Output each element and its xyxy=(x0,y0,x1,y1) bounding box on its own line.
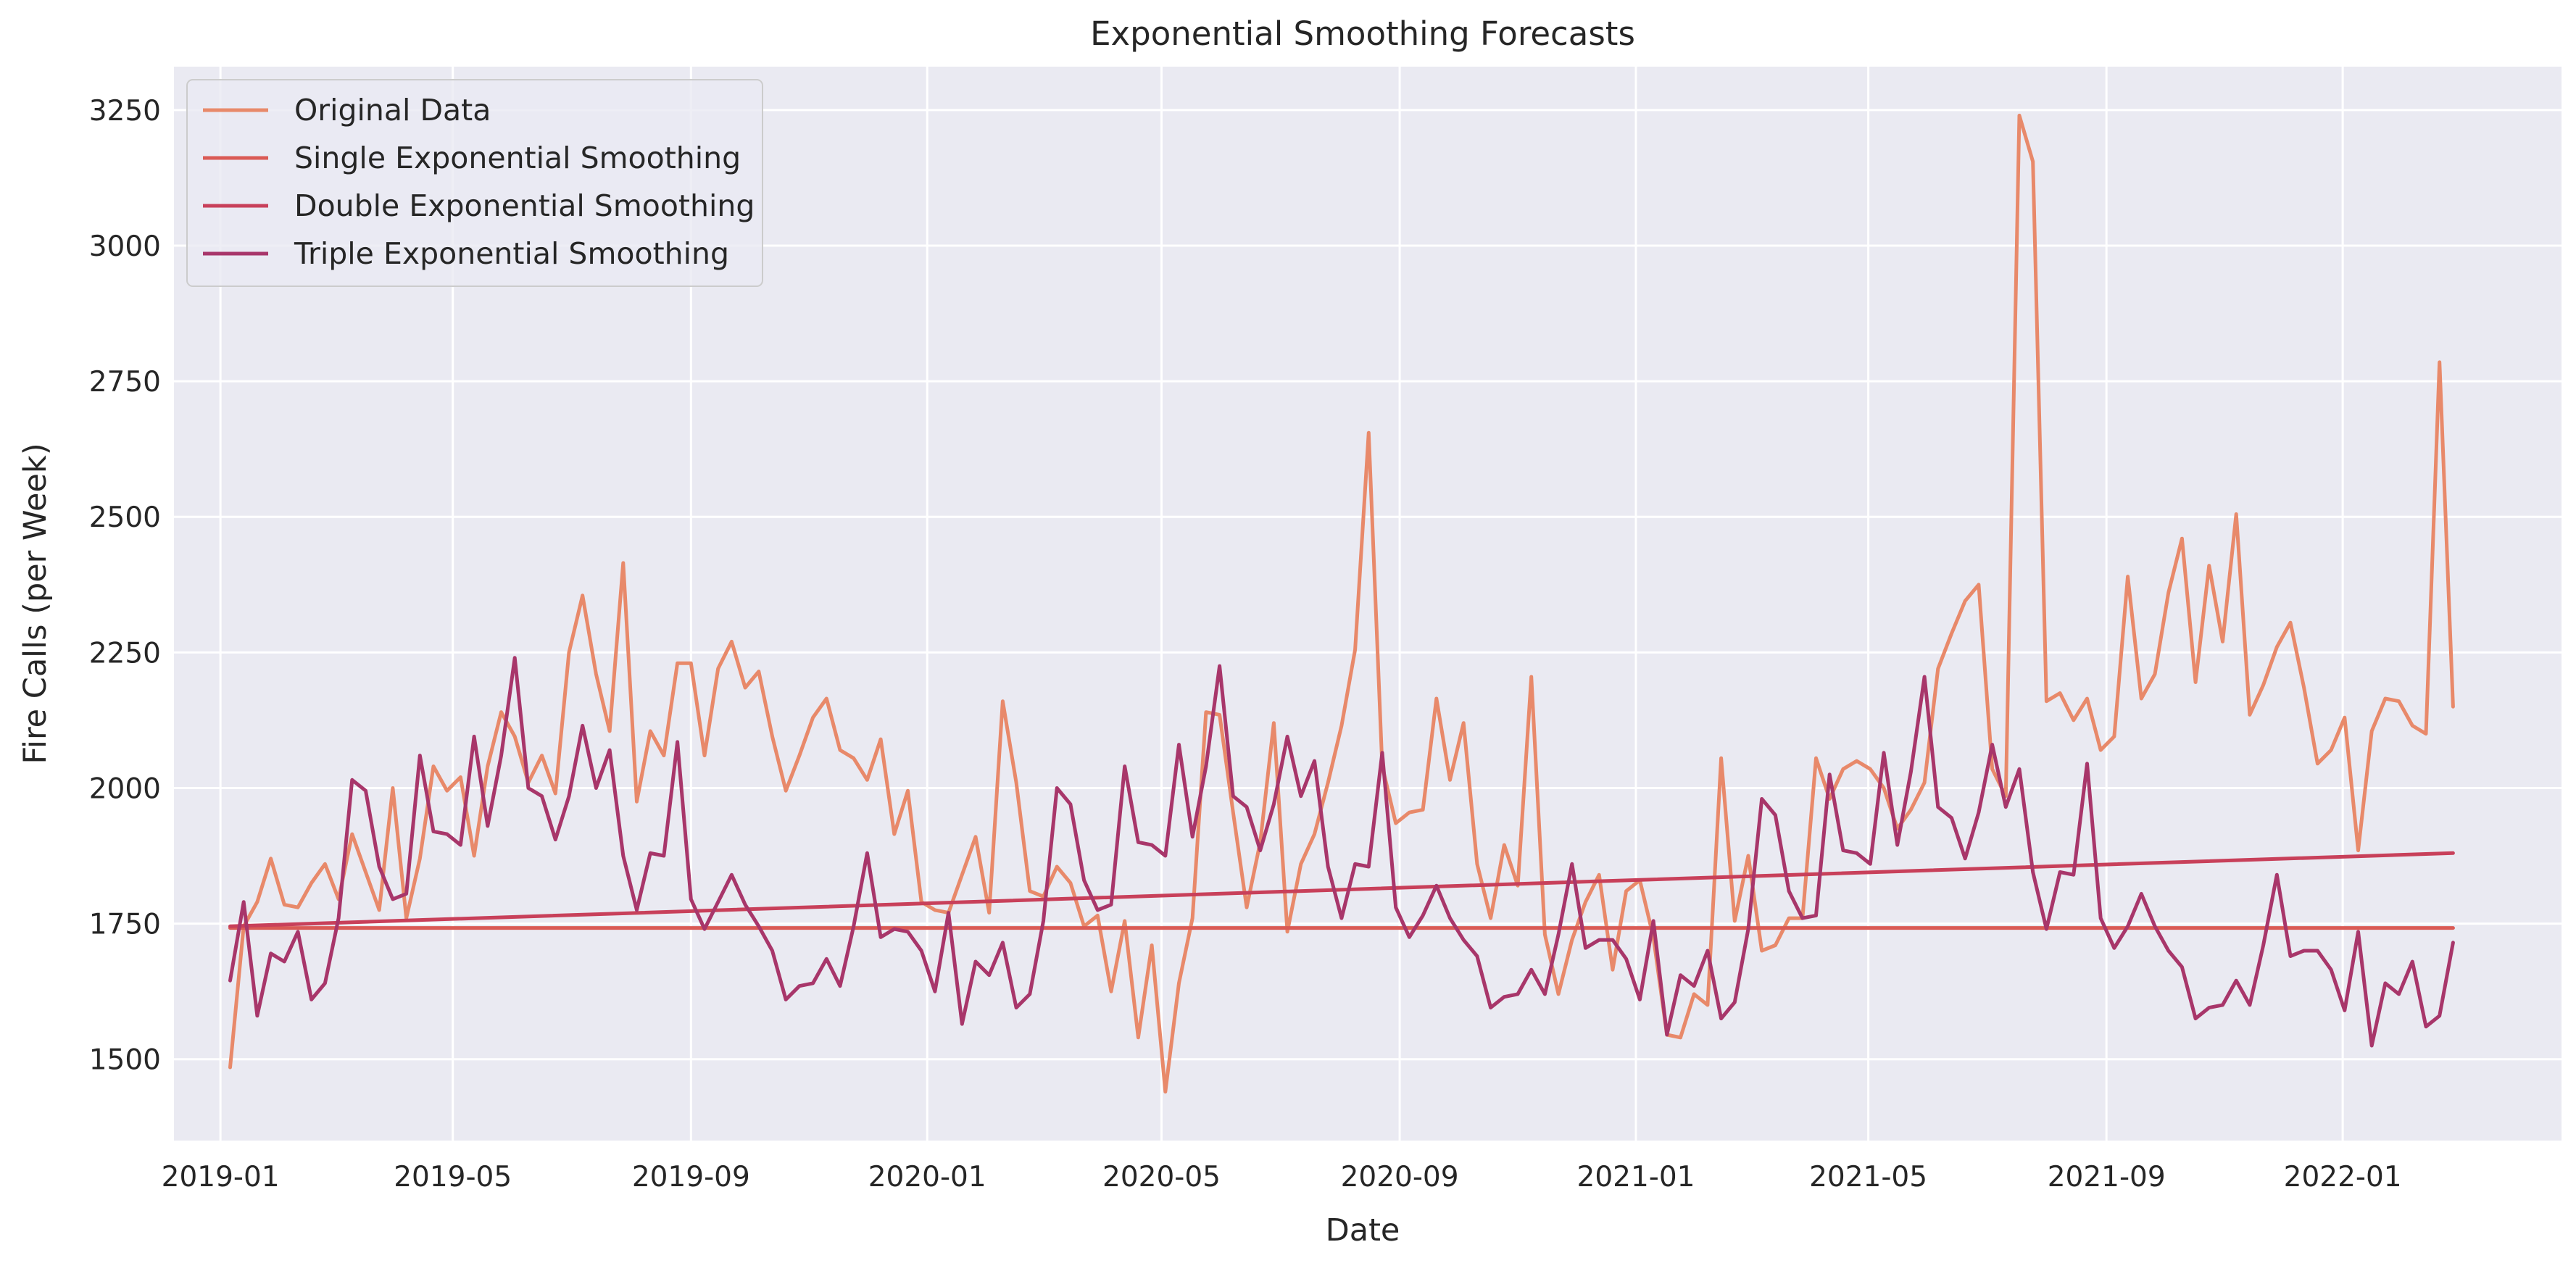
y-tick-label: 3250 xyxy=(89,95,161,128)
series-group xyxy=(228,113,2455,1094)
y-tick-label: 1500 xyxy=(89,1044,161,1077)
x-tick-labels: 2019-01 2019-05 2019-09 2020-01 2020-05 2020-… xyxy=(162,1161,2402,1193)
legend-label: Single Exponential Smoothing xyxy=(294,141,741,175)
x-tick-label: 2021-09 xyxy=(2048,1161,2166,1193)
legend: Original Data Single Exponential Smoothin… xyxy=(186,79,763,287)
series-line-3 xyxy=(228,851,2455,928)
series-line-1 xyxy=(228,113,2455,1094)
y-tick-label: 2250 xyxy=(89,637,161,670)
y-tick-labels: 1500 1750 2000 2250 2500 2750 3000 3250 xyxy=(89,95,161,1077)
y-tick-label: 2500 xyxy=(89,501,161,534)
y-tick-label: 1750 xyxy=(89,909,161,941)
x-tick-label: 2021-05 xyxy=(1809,1161,1927,1193)
legend-label: Triple Exponential Smoothing xyxy=(294,236,729,271)
x-tick-label: 2020-09 xyxy=(1341,1161,1459,1193)
x-tick-label: 2019-05 xyxy=(394,1161,512,1193)
x-tick-label: 2019-09 xyxy=(632,1161,750,1193)
y-tick-label: 2750 xyxy=(89,366,161,399)
x-tick-label: 2020-05 xyxy=(1102,1161,1221,1193)
legend-label: Double Exponential Smoothing xyxy=(294,188,755,223)
legend-box xyxy=(186,79,763,287)
y-tick-label: 2000 xyxy=(89,772,161,805)
x-tick-label: 2021-01 xyxy=(1577,1161,1695,1193)
x-axis-title: Date xyxy=(1326,1212,1400,1249)
legend-label: Original Data xyxy=(294,93,491,128)
chart-title: Exponential Smoothing Forecasts xyxy=(1090,14,1635,53)
y-axis-title: Fire Calls (per Week) xyxy=(17,443,54,764)
x-tick-label: 2020-01 xyxy=(868,1161,986,1193)
y-tick-label: 3000 xyxy=(89,230,161,263)
x-tick-label: 2019-01 xyxy=(162,1161,280,1193)
x-tick-label: 2022-01 xyxy=(2284,1161,2402,1193)
series-line-4 xyxy=(228,656,2455,1048)
